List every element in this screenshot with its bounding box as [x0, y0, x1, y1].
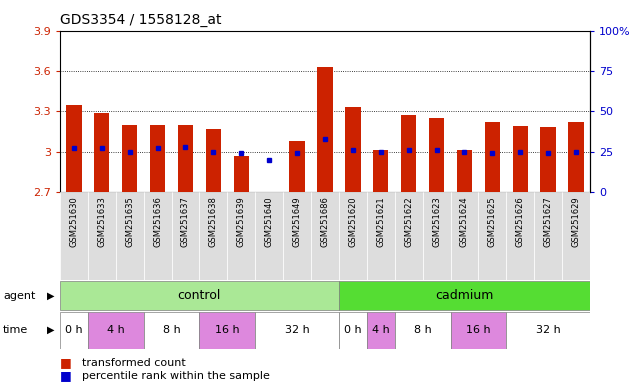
Text: GSM251623: GSM251623: [432, 197, 441, 247]
Text: GSM251686: GSM251686: [321, 197, 329, 247]
Bar: [178, 125, 193, 192]
Text: GSM251629: GSM251629: [572, 197, 581, 247]
Text: GSM251630: GSM251630: [69, 197, 78, 247]
Bar: [541, 127, 556, 192]
Text: 8 h: 8 h: [163, 325, 180, 335]
Bar: [122, 125, 138, 192]
FancyBboxPatch shape: [395, 192, 423, 280]
Text: ▶: ▶: [47, 325, 54, 335]
FancyBboxPatch shape: [227, 192, 255, 280]
FancyBboxPatch shape: [144, 312, 199, 349]
Text: transformed count: transformed count: [82, 358, 186, 368]
Bar: [94, 113, 109, 192]
FancyBboxPatch shape: [60, 281, 339, 310]
Text: 4 h: 4 h: [107, 325, 124, 335]
FancyBboxPatch shape: [451, 312, 506, 349]
FancyBboxPatch shape: [115, 192, 144, 280]
Text: 32 h: 32 h: [536, 325, 560, 335]
Text: time: time: [3, 325, 28, 335]
Text: GSM251637: GSM251637: [181, 197, 190, 247]
Bar: [206, 129, 221, 192]
Text: GSM251639: GSM251639: [237, 197, 245, 247]
FancyBboxPatch shape: [534, 192, 562, 280]
FancyBboxPatch shape: [60, 312, 88, 349]
Text: GSM251620: GSM251620: [348, 197, 357, 247]
Bar: [429, 118, 444, 192]
FancyBboxPatch shape: [562, 192, 590, 280]
FancyBboxPatch shape: [423, 192, 451, 280]
FancyBboxPatch shape: [283, 192, 311, 280]
Text: 16 h: 16 h: [215, 325, 240, 335]
FancyBboxPatch shape: [311, 192, 339, 280]
FancyBboxPatch shape: [88, 312, 144, 349]
FancyBboxPatch shape: [199, 192, 227, 280]
FancyBboxPatch shape: [339, 192, 367, 280]
FancyBboxPatch shape: [144, 192, 172, 280]
FancyBboxPatch shape: [60, 192, 88, 280]
Text: 8 h: 8 h: [414, 325, 432, 335]
FancyBboxPatch shape: [339, 281, 590, 310]
Text: GSM251621: GSM251621: [376, 197, 386, 247]
Text: GSM251640: GSM251640: [264, 197, 274, 247]
FancyBboxPatch shape: [367, 192, 395, 280]
Text: GSM251624: GSM251624: [460, 197, 469, 247]
Text: 32 h: 32 h: [285, 325, 309, 335]
Bar: [457, 151, 472, 192]
FancyBboxPatch shape: [506, 312, 590, 349]
Text: GSM251626: GSM251626: [516, 197, 525, 247]
Text: agent: agent: [3, 291, 35, 301]
Text: ▶: ▶: [47, 291, 54, 301]
FancyBboxPatch shape: [478, 192, 506, 280]
FancyBboxPatch shape: [172, 192, 199, 280]
FancyBboxPatch shape: [339, 312, 367, 349]
Bar: [317, 67, 333, 192]
Bar: [401, 115, 416, 192]
Bar: [512, 126, 528, 192]
FancyBboxPatch shape: [199, 312, 255, 349]
Bar: [66, 104, 81, 192]
Text: 16 h: 16 h: [466, 325, 491, 335]
FancyBboxPatch shape: [255, 312, 339, 349]
Text: 4 h: 4 h: [372, 325, 389, 335]
Text: ■: ■: [60, 369, 76, 382]
Text: control: control: [178, 289, 221, 302]
Text: ■: ■: [60, 356, 76, 369]
Text: GSM251627: GSM251627: [544, 197, 553, 247]
FancyBboxPatch shape: [451, 192, 478, 280]
Text: GSM251635: GSM251635: [125, 197, 134, 247]
Bar: [233, 156, 249, 192]
Bar: [373, 151, 389, 192]
Bar: [569, 122, 584, 192]
FancyBboxPatch shape: [255, 192, 283, 280]
Bar: [290, 141, 305, 192]
Text: cadmium: cadmium: [435, 289, 493, 302]
Text: percentile rank within the sample: percentile rank within the sample: [82, 371, 270, 381]
Text: GDS3354 / 1558128_at: GDS3354 / 1558128_at: [60, 13, 221, 27]
Text: GSM251636: GSM251636: [153, 197, 162, 247]
Text: 0 h: 0 h: [344, 325, 362, 335]
Text: 0 h: 0 h: [65, 325, 83, 335]
FancyBboxPatch shape: [506, 192, 534, 280]
FancyBboxPatch shape: [395, 312, 451, 349]
Text: GSM251649: GSM251649: [293, 197, 302, 247]
Text: GSM251638: GSM251638: [209, 197, 218, 247]
Bar: [485, 122, 500, 192]
FancyBboxPatch shape: [367, 312, 395, 349]
Text: GSM251625: GSM251625: [488, 197, 497, 247]
FancyBboxPatch shape: [88, 192, 115, 280]
Bar: [345, 107, 360, 192]
Text: GSM251633: GSM251633: [97, 197, 106, 247]
Text: GSM251622: GSM251622: [404, 197, 413, 247]
Bar: [150, 125, 165, 192]
